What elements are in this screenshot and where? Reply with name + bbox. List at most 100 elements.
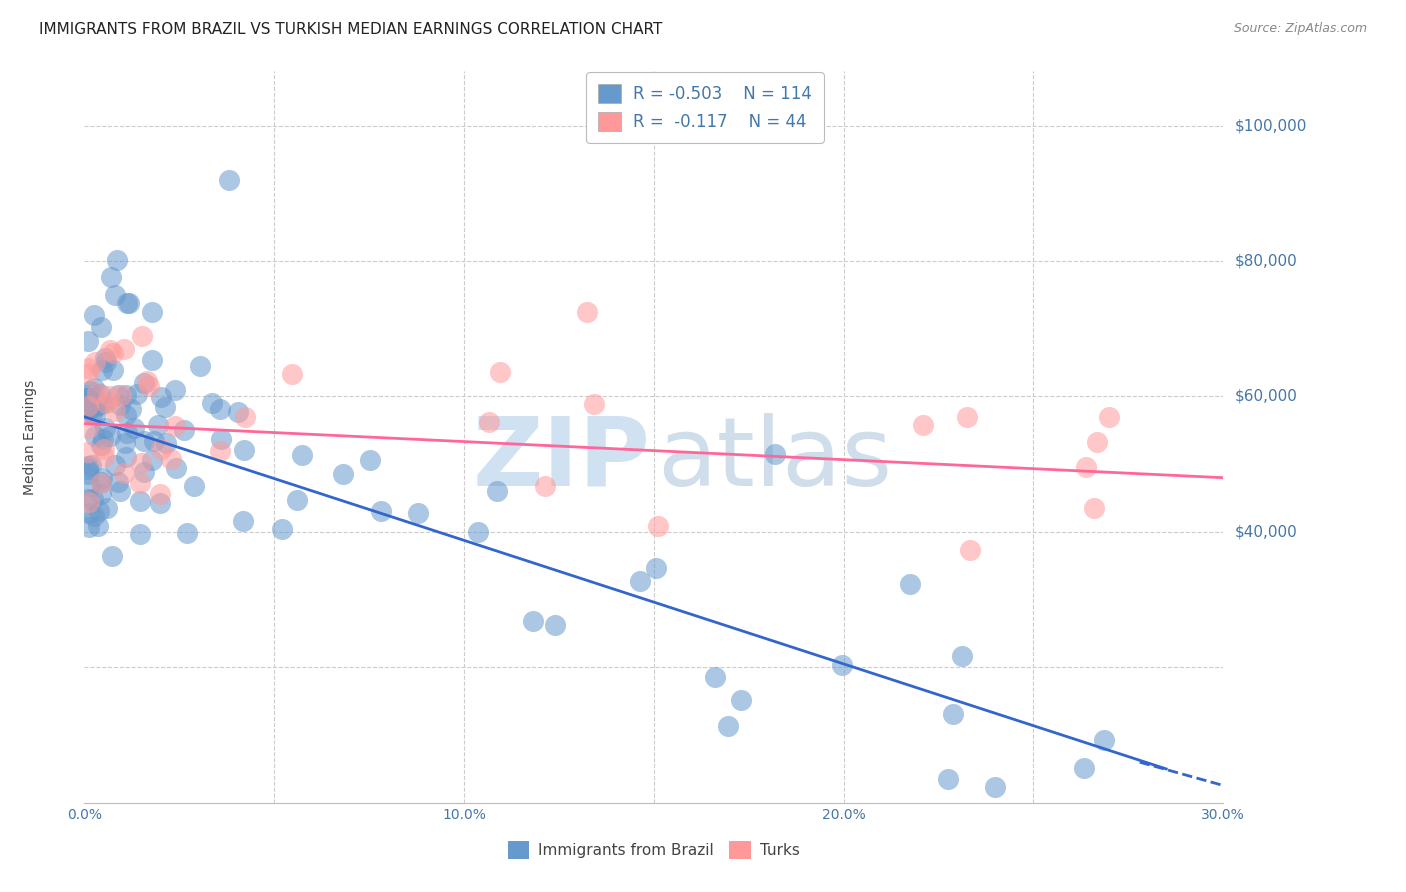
- Point: [77, 399, 100, 413]
- Point: [93, 442, 115, 456]
- Point: [79, 479, 101, 493]
- Point: [936, 772, 959, 786]
- Point: [77, 467, 100, 481]
- Point: [201, 395, 224, 409]
- Point: [984, 780, 1007, 794]
- Point: [107, 475, 129, 489]
- Point: [129, 527, 152, 541]
- Point: [100, 269, 122, 284]
- Point: [1074, 460, 1097, 475]
- Point: [583, 397, 606, 411]
- Point: [628, 574, 651, 588]
- Point: [90, 475, 112, 490]
- Point: [80, 406, 103, 420]
- Point: [136, 374, 159, 388]
- Point: [77, 506, 100, 520]
- Point: [77, 391, 100, 405]
- Point: [134, 465, 156, 479]
- Point: [77, 334, 100, 348]
- Text: IMMIGRANTS FROM BRAZIL VS TURKISH MEDIAN EARNINGS CORRELATION CHART: IMMIGRANTS FROM BRAZIL VS TURKISH MEDIAN…: [39, 22, 662, 37]
- Point: [647, 519, 669, 533]
- Point: [83, 508, 105, 523]
- Point: [79, 384, 101, 398]
- Point: [89, 398, 111, 412]
- Point: [900, 576, 922, 591]
- Point: [100, 343, 122, 357]
- Point: [763, 447, 786, 461]
- Point: [141, 305, 163, 319]
- Point: [235, 410, 257, 425]
- Point: [115, 425, 138, 440]
- Point: [155, 435, 177, 450]
- Point: [143, 434, 166, 448]
- Point: [163, 419, 186, 434]
- Point: [270, 522, 292, 536]
- Point: [489, 365, 512, 379]
- Point: [82, 491, 104, 506]
- Point: [94, 354, 117, 368]
- Point: [132, 434, 155, 449]
- Point: [98, 429, 121, 443]
- Point: [703, 670, 725, 684]
- Point: [112, 342, 135, 356]
- Point: [77, 520, 100, 534]
- Point: [104, 458, 127, 472]
- Point: [87, 504, 110, 518]
- Point: [543, 618, 565, 632]
- Point: [80, 400, 103, 414]
- Point: [90, 487, 112, 501]
- Point: [98, 389, 121, 403]
- Point: [91, 471, 114, 485]
- Point: [332, 467, 354, 481]
- Point: [117, 296, 139, 310]
- Point: [485, 484, 508, 499]
- Point: [138, 379, 160, 393]
- Point: [190, 359, 212, 373]
- Point: [93, 450, 115, 465]
- Point: [959, 542, 981, 557]
- Point: [83, 355, 105, 369]
- Point: [83, 308, 105, 322]
- Point: [1098, 409, 1121, 424]
- Point: [233, 443, 256, 458]
- Point: [77, 421, 100, 435]
- Point: [83, 401, 105, 415]
- Point: [1073, 761, 1095, 775]
- Point: [115, 450, 138, 464]
- Point: [122, 421, 145, 435]
- Point: [576, 305, 599, 319]
- Text: $100,000: $100,000: [1234, 118, 1306, 133]
- Point: [110, 483, 132, 498]
- Point: [90, 320, 112, 334]
- Point: [104, 288, 127, 302]
- Point: [94, 421, 117, 435]
- Point: [131, 328, 153, 343]
- Point: [232, 514, 254, 528]
- Point: [1085, 435, 1108, 450]
- Point: [93, 351, 115, 365]
- Point: [950, 649, 973, 664]
- Point: [120, 401, 142, 416]
- Text: atlas: atlas: [657, 412, 893, 506]
- Point: [93, 396, 115, 410]
- Point: [911, 417, 934, 432]
- Point: [148, 417, 170, 432]
- Point: [128, 475, 150, 490]
- Point: [115, 408, 138, 422]
- Point: [77, 491, 100, 506]
- Point: [291, 448, 314, 462]
- Point: [118, 295, 141, 310]
- Point: [533, 479, 555, 493]
- Point: [359, 453, 381, 467]
- Point: [211, 432, 233, 446]
- Text: $80,000: $80,000: [1234, 253, 1298, 268]
- Legend: Immigrants from Brazil, Turks: Immigrants from Brazil, Turks: [502, 835, 806, 864]
- Point: [90, 438, 112, 452]
- Point: [478, 415, 501, 429]
- Point: [101, 549, 124, 563]
- Point: [91, 432, 114, 446]
- Point: [114, 436, 136, 450]
- Point: [84, 429, 107, 443]
- Point: [83, 381, 105, 395]
- Point: [208, 444, 231, 458]
